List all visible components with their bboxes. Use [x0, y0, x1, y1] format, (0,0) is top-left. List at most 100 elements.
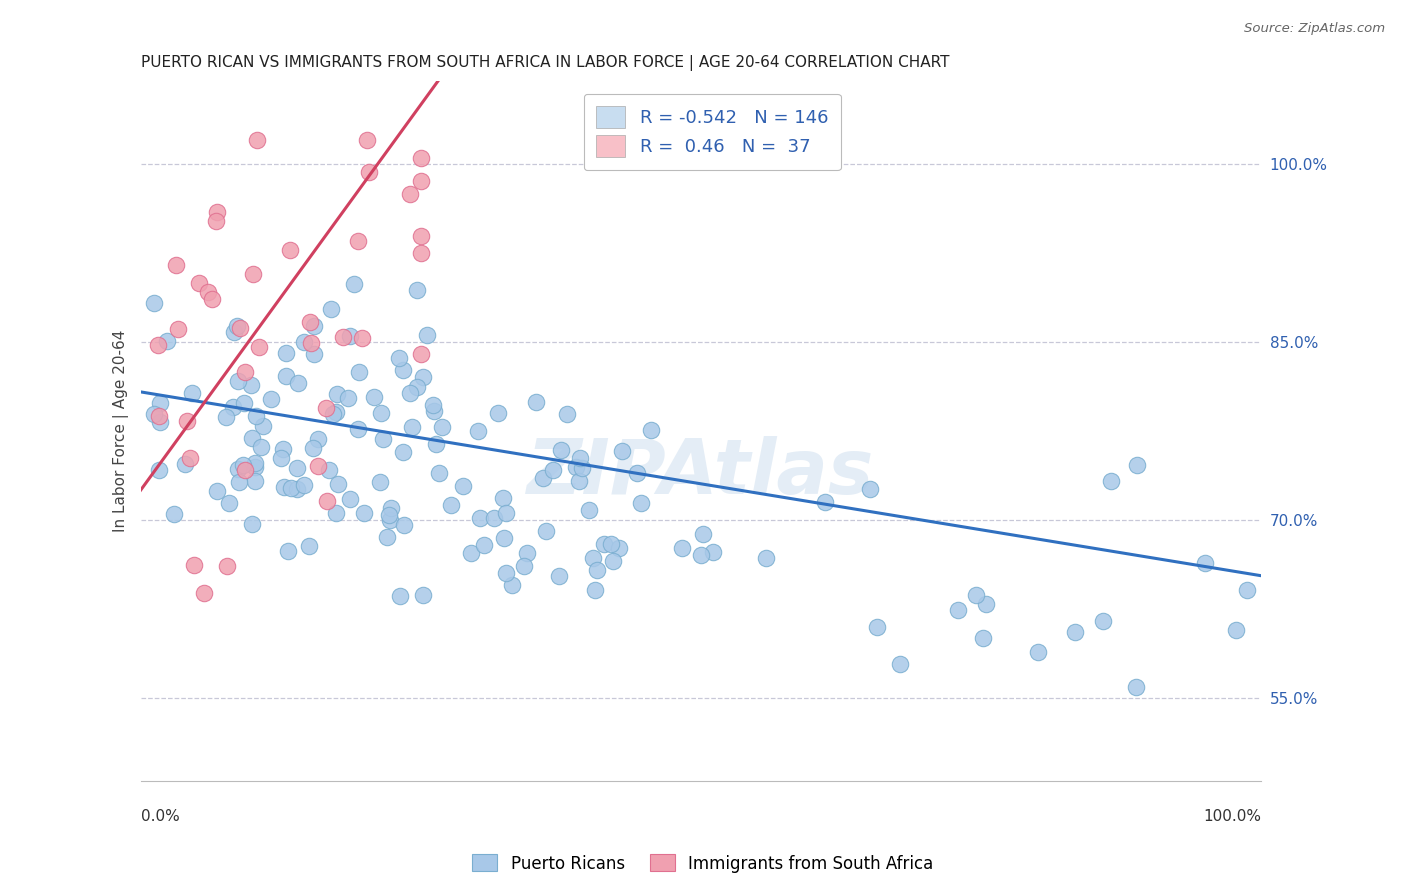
Point	[347, 365, 370, 379]
Point	[541, 463, 564, 477]
Point	[188, 276, 211, 290]
Point	[176, 414, 198, 428]
Legend: Puerto Ricans, Immigrants from South Africa: Puerto Ricans, Immigrants from South Afr…	[465, 847, 941, 880]
Point	[339, 491, 361, 506]
Point	[242, 267, 264, 281]
Point	[205, 214, 228, 228]
Point	[427, 466, 450, 480]
Point	[156, 334, 179, 348]
Point	[409, 246, 432, 260]
Point	[249, 441, 271, 455]
Point	[346, 422, 368, 436]
Point	[1126, 458, 1149, 473]
Point	[240, 516, 263, 531]
Point	[378, 513, 401, 527]
Point	[593, 536, 616, 550]
Point	[1063, 625, 1085, 640]
Point	[512, 558, 534, 573]
Point	[252, 419, 274, 434]
Point	[755, 551, 778, 566]
Point	[602, 554, 624, 568]
Point	[162, 507, 184, 521]
Point	[322, 407, 344, 421]
Point	[337, 391, 360, 405]
Point	[174, 458, 197, 472]
Point	[974, 597, 997, 611]
Point	[228, 462, 250, 476]
Y-axis label: In Labor Force | Age 20-64: In Labor Force | Age 20-64	[114, 330, 129, 533]
Point	[965, 588, 987, 602]
Point	[193, 586, 215, 600]
Point	[423, 404, 446, 418]
Point	[239, 378, 262, 392]
Point	[325, 506, 347, 520]
Point	[1099, 474, 1122, 488]
Point	[249, 340, 271, 354]
Point	[246, 133, 269, 147]
Point	[302, 347, 325, 361]
Point	[948, 603, 970, 617]
Point	[307, 432, 329, 446]
Point	[371, 433, 394, 447]
Point	[440, 498, 463, 512]
Point	[583, 582, 606, 597]
Point	[280, 481, 302, 495]
Point	[495, 506, 517, 520]
Point	[273, 480, 295, 494]
Point	[460, 546, 482, 560]
Point	[278, 243, 301, 257]
Point	[183, 558, 205, 573]
Point	[148, 409, 170, 423]
Point	[181, 385, 204, 400]
Point	[245, 456, 267, 470]
Point	[1125, 680, 1147, 694]
Point	[299, 336, 322, 351]
Text: 0.0%: 0.0%	[141, 809, 180, 824]
Point	[468, 511, 491, 525]
Point	[243, 474, 266, 488]
Point	[285, 482, 308, 496]
Point	[692, 527, 714, 541]
Point	[1091, 614, 1114, 628]
Point	[640, 423, 662, 437]
Point	[271, 442, 294, 457]
Point	[233, 365, 256, 379]
Point	[416, 327, 439, 342]
Point	[232, 458, 254, 473]
Point	[630, 495, 652, 509]
Point	[240, 431, 263, 445]
Point	[501, 577, 523, 591]
Point	[524, 395, 547, 409]
Point	[356, 133, 378, 147]
Point	[350, 331, 373, 345]
Point	[391, 445, 413, 459]
Point	[325, 405, 347, 419]
Point	[412, 369, 434, 384]
Point	[889, 657, 911, 671]
Point	[516, 546, 538, 560]
Point	[207, 205, 229, 219]
Point	[380, 501, 402, 516]
Text: PUERTO RICAN VS IMMIGRANTS FROM SOUTH AFRICA IN LABOR FORCE | AGE 20-64 CORRELAT: PUERTO RICAN VS IMMIGRANTS FROM SOUTH AF…	[141, 55, 949, 71]
Point	[332, 330, 354, 344]
Text: Source: ZipAtlas.com: Source: ZipAtlas.com	[1244, 22, 1385, 36]
Point	[565, 459, 588, 474]
Point	[302, 442, 325, 456]
Point	[531, 470, 554, 484]
Point	[492, 491, 515, 506]
Point	[866, 620, 889, 634]
Point	[388, 351, 411, 365]
Point	[277, 544, 299, 558]
Point	[813, 495, 835, 509]
Point	[166, 322, 188, 336]
Point	[215, 409, 238, 424]
Point	[690, 548, 713, 562]
Point	[326, 477, 349, 491]
Point	[276, 345, 298, 359]
Point	[270, 451, 292, 466]
Point	[1236, 583, 1258, 598]
Point	[409, 173, 432, 187]
Point	[550, 443, 572, 458]
Point	[245, 409, 267, 423]
Point	[377, 508, 399, 522]
